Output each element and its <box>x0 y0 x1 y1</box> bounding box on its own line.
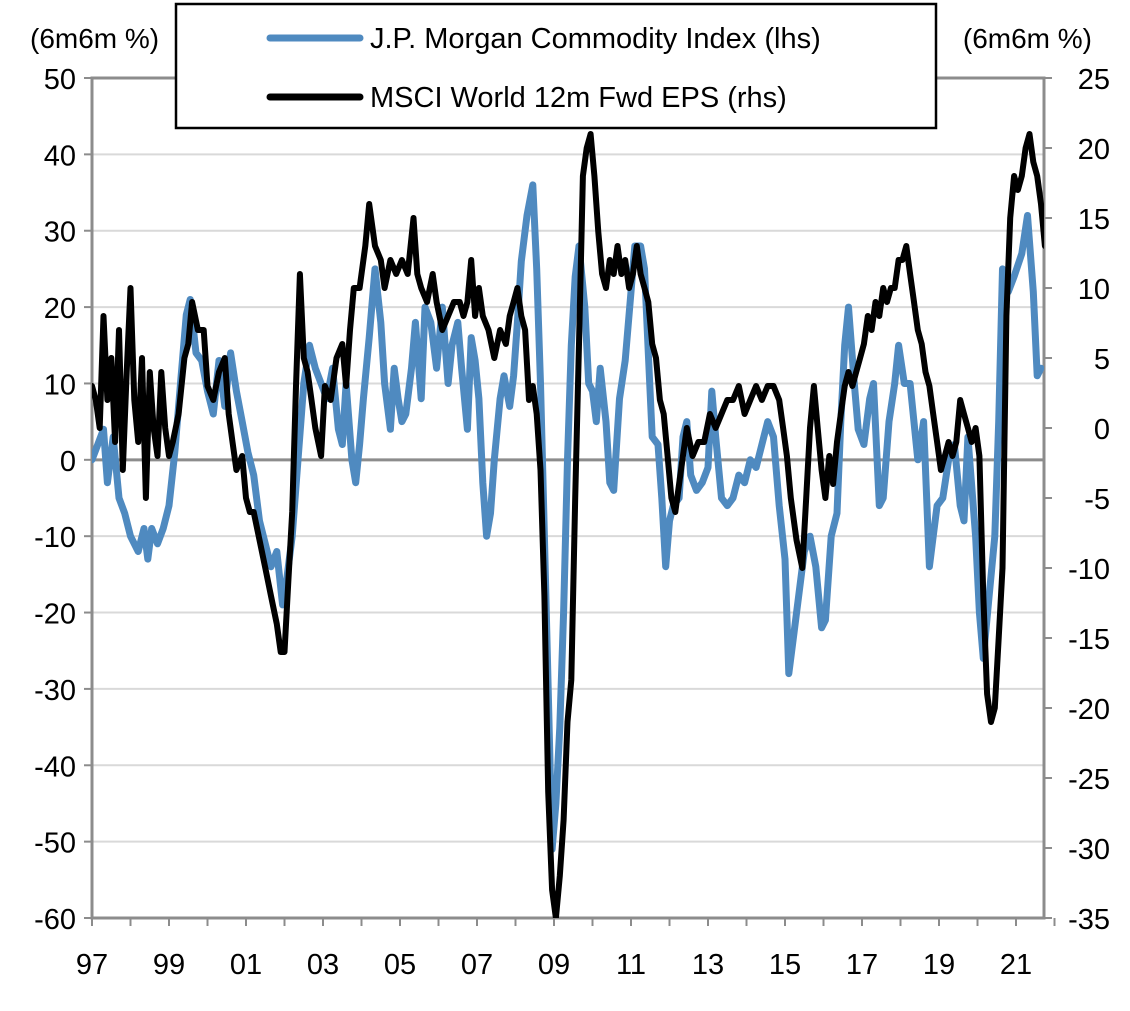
x-tick-label: 99 <box>153 949 185 981</box>
x-axis-ticks: 97 99 01 03 05 07 09 11 13 15 17 19 21 <box>76 918 1056 981</box>
left-tick-label: -40 <box>34 751 76 783</box>
x-tick-label: 01 <box>230 949 262 981</box>
left-axis-ticks: 50 40 30 20 10 0 -10 -20 -30 -40 -50 -60 <box>34 64 92 936</box>
x-tick-label: 97 <box>76 949 108 981</box>
x-tick-label: 21 <box>1000 949 1032 981</box>
left-tick-label: 40 <box>44 140 76 172</box>
right-tick-label: 10 <box>1078 274 1110 306</box>
left-tick-label: -60 <box>34 904 76 936</box>
x-tick-label: 17 <box>846 949 878 981</box>
x-tick-label: 11 <box>616 949 646 981</box>
right-tick-label: 20 <box>1078 134 1110 166</box>
series-line-commodity-index <box>92 181 1044 853</box>
right-axis-title: (6m6m %) <box>963 23 1092 54</box>
x-tick-label: 07 <box>461 949 493 981</box>
right-tick-label: -30 <box>1068 834 1110 866</box>
right-tick-label: 15 <box>1078 204 1110 236</box>
left-tick-label: -10 <box>34 522 76 554</box>
right-tick-label: -5 <box>1084 484 1110 516</box>
left-tick-label: -20 <box>34 599 76 631</box>
legend-label-commodity: J.P. Morgan Commodity Index (lhs) <box>370 23 821 55</box>
x-tick-label: 03 <box>307 949 339 981</box>
left-tick-label: 30 <box>44 217 76 249</box>
left-tick-label: 10 <box>44 369 76 401</box>
legend: J.P. Morgan Commodity Index (lhs) MSCI W… <box>174 2 938 130</box>
series-line-msci-eps <box>92 131 1044 918</box>
left-axis-title: (6m6m %) <box>30 23 159 54</box>
x-tick-label: 09 <box>538 949 570 981</box>
right-tick-label: 0 <box>1094 414 1110 446</box>
right-tick-label: 25 <box>1078 64 1110 96</box>
legend-box <box>174 2 938 130</box>
right-tick-label: -25 <box>1068 764 1110 796</box>
left-tick-label: 0 <box>60 446 76 478</box>
right-tick-label: -20 <box>1068 694 1110 726</box>
left-tick-label: 50 <box>44 64 76 96</box>
left-tick-label: -50 <box>34 828 76 860</box>
series-layer <box>92 131 1044 918</box>
legend-label-eps: MSCI World 12m Fwd EPS (rhs) <box>370 82 787 114</box>
left-tick-label: -30 <box>34 675 76 707</box>
right-tick-label: -35 <box>1068 904 1110 936</box>
right-axis-ticks: 25 20 15 10 5 0 -5 -10 -15 -20 -25 -30 -35 <box>1044 64 1110 936</box>
right-tick-label: 5 <box>1094 344 1110 376</box>
x-tick-label: 05 <box>384 949 416 981</box>
right-tick-label: -10 <box>1068 554 1110 586</box>
x-tick-label: 19 <box>923 949 955 981</box>
right-tick-label: -15 <box>1068 624 1110 656</box>
left-tick-label: 20 <box>44 293 76 325</box>
x-tick-label: 15 <box>769 949 801 981</box>
x-tick-label: 13 <box>692 949 724 981</box>
